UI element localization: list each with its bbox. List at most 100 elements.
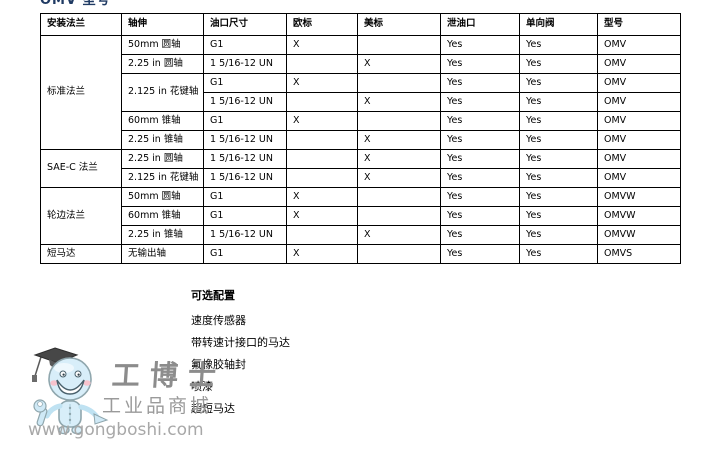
gongboshi-logo: 工博士 工业品商城 www.gongboshi.com	[28, 344, 298, 454]
cell-shaft: 2.25 in 锥轴	[121, 225, 204, 245]
cell-us: X	[357, 92, 441, 112]
cell-eu: X	[286, 111, 358, 131]
page-title: OMV 型号	[40, 0, 111, 8]
cell-us	[357, 73, 441, 93]
table-row: 60mm 锥轴 G1 X Yes Yes OMV	[41, 111, 681, 131]
col-header-model: 型号	[597, 13, 681, 36]
cell-model: OMV	[597, 73, 681, 93]
cell-shaft: 50mm 圆轴	[121, 35, 204, 55]
cell-check: Yes	[519, 225, 598, 245]
cell-port: 1 5/16-12 UN	[203, 149, 287, 169]
cell-check: Yes	[519, 244, 598, 264]
cell-check: Yes	[519, 54, 598, 74]
cell-model: OMV	[597, 111, 681, 131]
cell-eu	[286, 130, 358, 150]
col-header-eu: 欧标	[286, 13, 358, 36]
cell-port: 1 5/16-12 UN	[203, 92, 287, 112]
cell-flange: 标准法兰	[40, 35, 122, 150]
wrench-icon	[33, 399, 48, 427]
cell-flange: 短马达	[40, 244, 122, 264]
cell-model: OMVW	[597, 187, 681, 207]
cell-model: OMVW	[597, 225, 681, 245]
cell-port: 1 5/16-12 UN	[203, 130, 287, 150]
cell-drain: Yes	[440, 149, 520, 169]
table-row: 轮边法兰 50mm 圆轴 G1 X Yes Yes OMVW	[40, 187, 681, 245]
cell-us	[357, 187, 441, 207]
cell-us: X	[357, 149, 441, 169]
col-header-drain: 泄油口	[440, 13, 520, 36]
cell-shaft: 2.125 in 花键轴	[121, 168, 204, 188]
option-item-speed-sensor: 速度传感器	[191, 314, 246, 327]
table-row: 2.25 in 锥轴 1 5/16-12 UN X Yes Yes OMV	[41, 130, 681, 150]
cell-us	[357, 111, 441, 131]
col-header-flange: 安装法兰	[40, 13, 122, 36]
cell-drain: Yes	[440, 92, 520, 112]
option-item-paint: 喷漆	[191, 380, 213, 393]
logo-url: www.gongboshi.com	[28, 420, 204, 440]
optional-config-title: 可选配置	[191, 289, 235, 302]
cell-drain: Yes	[440, 73, 520, 93]
cell-port: G1	[203, 187, 287, 207]
cell-us	[357, 244, 441, 264]
option-item-tacho-interface: 带转速计接口的马达	[191, 336, 290, 349]
cell-shaft: 2.25 in 圆轴	[121, 149, 204, 169]
cell-model: OMV	[597, 149, 681, 169]
cell-port: 1 5/16-12 UN	[203, 225, 287, 245]
cell-port: G1	[203, 73, 287, 93]
cell-eu: X	[286, 206, 358, 226]
cell-check: Yes	[519, 130, 598, 150]
cell-drain: Yes	[440, 54, 520, 74]
cell-port: 1 5/16-12 UN	[203, 168, 287, 188]
cell-eu	[286, 92, 358, 112]
cell-check: Yes	[519, 73, 598, 93]
table-row: 60mm 锥轴 G1 X Yes Yes OMVW	[41, 206, 681, 226]
table-row: 2.125 in 花键轴 G1 X Yes Yes OMV	[41, 73, 681, 112]
cell-drain: Yes	[440, 225, 520, 245]
table-row: SAE-C 法兰 2.25 in 圆轴 1 5/16-12 UN X Yes Y…	[40, 149, 681, 188]
cell-model: OMV	[597, 92, 681, 112]
spec-table: 安装法兰 轴伸 油口尺寸 欧标 美标 泄油口 单向阀 型号 标准法兰 50mm …	[40, 13, 681, 264]
cell-eu	[286, 54, 358, 74]
cell-eu: X	[286, 73, 358, 93]
cell-check: Yes	[519, 187, 598, 207]
cell-port: G1	[203, 111, 287, 131]
option-item-ultra-short-motor: 超短马达	[191, 402, 235, 415]
cell-check: Yes	[519, 92, 598, 112]
cell-eu	[286, 149, 358, 169]
cell-drain: Yes	[440, 244, 520, 264]
cell-shaft: 无输出轴	[121, 244, 204, 264]
cell-shaft: 2.25 in 锥轴	[121, 130, 204, 150]
cell-us	[357, 206, 441, 226]
cell-drain: Yes	[440, 35, 520, 55]
cell-drain: Yes	[440, 111, 520, 131]
cell-model: OMV	[597, 130, 681, 150]
cell-shaft: 60mm 锥轴	[121, 111, 204, 131]
cell-shaft: 2.125 in 花键轴	[121, 73, 204, 112]
cell-port: G1	[203, 206, 287, 226]
cell-shaft: 60mm 锥轴	[121, 206, 204, 226]
table-header-row: 安装法兰 轴伸 油口尺寸 欧标 美标 泄油口 单向阀 型号	[40, 13, 681, 36]
col-header-port: 油口尺寸	[203, 13, 287, 36]
mascot-icon	[32, 347, 109, 435]
cell-check: Yes	[519, 206, 598, 226]
cell-port: G1	[203, 35, 287, 55]
option-item-fkm-seal: 氟橡胶轴封	[191, 358, 246, 371]
cell-us: X	[357, 54, 441, 74]
col-header-check: 单向阀	[519, 13, 598, 36]
cell-model: OMV	[597, 168, 681, 188]
logo-subtitle: 工业品商城	[102, 395, 213, 417]
cell-eu: X	[286, 35, 358, 55]
table-row: 标准法兰 50mm 圆轴 G1 X Yes Yes OMV	[40, 35, 681, 150]
cell-model: OMVW	[597, 206, 681, 226]
cell-eu	[286, 225, 358, 245]
cell-us: X	[357, 168, 441, 188]
cell-check: Yes	[519, 168, 598, 188]
logo-brand-name: 工博士	[110, 359, 228, 392]
cell-model: OMV	[597, 35, 681, 55]
cell-shaft: 2.25 in 圆轴	[121, 54, 204, 74]
cell-model: OMV	[597, 54, 681, 74]
cell-drain: Yes	[440, 130, 520, 150]
table-row: 2.125 in 花键轴 1 5/16-12 UN X Yes Yes OMV	[41, 168, 681, 188]
optional-config-section: 可选配置 速度传感器 带转速计接口的马达 氟橡胶轴封 喷漆 超短马达	[191, 287, 290, 424]
